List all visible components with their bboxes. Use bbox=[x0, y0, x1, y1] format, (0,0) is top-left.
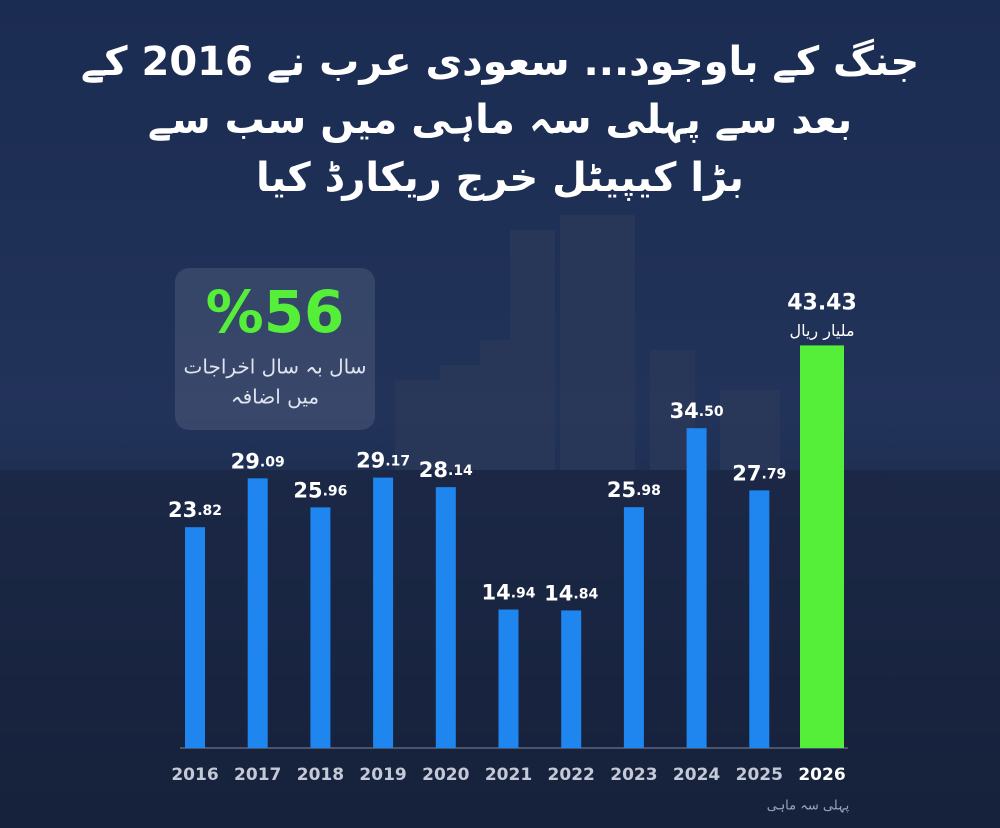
value-label-int: 28 bbox=[419, 458, 448, 482]
value-label-dec: .98 bbox=[636, 483, 661, 499]
x-tick-label: 2021 bbox=[485, 765, 532, 785]
bar bbox=[561, 610, 582, 748]
x-tick-label: 2024 bbox=[673, 765, 720, 785]
value-label: 25.96 bbox=[293, 478, 347, 502]
x-tick-label: 2020 bbox=[422, 765, 469, 785]
chart-title: جنگ کے باوجود... سعودی عرب نے 2016 کے bbox=[81, 38, 919, 85]
value-label-int: 14 bbox=[481, 581, 510, 605]
value-label: 27.79 bbox=[732, 461, 786, 485]
value-label: 14.94 bbox=[481, 581, 535, 605]
value-label: 34.50 bbox=[670, 399, 724, 423]
bar bbox=[185, 527, 205, 748]
value-label-int: 14 bbox=[544, 581, 573, 605]
value-label-dec: .79 bbox=[762, 466, 787, 482]
value-label-dec: .96 bbox=[323, 483, 348, 499]
x-tick-label: 2017 bbox=[234, 765, 281, 785]
bar bbox=[310, 507, 331, 748]
value-label: 43.43 bbox=[787, 290, 857, 315]
bar bbox=[498, 609, 519, 748]
annotation-value: %56 bbox=[206, 278, 345, 346]
value-label-dec: .50 bbox=[699, 404, 724, 420]
value-label-int: 25 bbox=[607, 478, 636, 502]
bar bbox=[247, 478, 268, 748]
value-label: 25.98 bbox=[607, 478, 661, 502]
chart-title: بڑا کیپیٹل خرج ریکارڈ کیا bbox=[256, 155, 744, 201]
value-label: 29.09 bbox=[231, 449, 285, 473]
x-tick-label: 2026 bbox=[798, 765, 845, 785]
value-label: 28.14 bbox=[419, 458, 473, 482]
bar bbox=[749, 490, 770, 748]
value-label-dec: .17 bbox=[385, 454, 410, 470]
bar bbox=[435, 487, 456, 748]
x-tick-label: 2022 bbox=[548, 765, 595, 785]
value-label-int: 23 bbox=[168, 498, 197, 522]
x-tick-label: 2023 bbox=[610, 765, 657, 785]
value-label: 29.17 bbox=[356, 449, 410, 473]
value-label-int: 29 bbox=[356, 449, 385, 473]
value-label-dec: .09 bbox=[260, 454, 285, 470]
value-label-dec: .82 bbox=[197, 503, 222, 519]
value-label: 14.84 bbox=[544, 581, 598, 605]
x-tick-label: 2025 bbox=[736, 765, 783, 785]
bar bbox=[623, 507, 644, 748]
value-label-int: 34 bbox=[670, 399, 699, 423]
chart-title: بعد سے پہلی سہ ماہی میں سب سے bbox=[148, 97, 852, 144]
value-label-int: 27 bbox=[732, 461, 761, 485]
x-tick-label: 2019 bbox=[359, 765, 406, 785]
value-label-dec: .94 bbox=[511, 586, 536, 602]
unit-label: ملیار ریال bbox=[789, 321, 854, 341]
x-tick-label: 2016 bbox=[171, 765, 218, 785]
annotation-text: میں اضافہ bbox=[231, 385, 319, 409]
value-label-dec: .84 bbox=[573, 586, 598, 602]
value-label-dec: .14 bbox=[448, 463, 473, 479]
annotation-text: سال بہ سال اخراجات bbox=[184, 355, 367, 379]
bar bbox=[686, 428, 707, 748]
x-tick-label: 2018 bbox=[297, 765, 344, 785]
value-label: 23.82 bbox=[168, 498, 222, 522]
value-label-int: 25 bbox=[293, 478, 322, 502]
bar bbox=[800, 345, 844, 748]
value-label-int: 29 bbox=[231, 449, 260, 473]
annotation-box bbox=[175, 268, 375, 430]
bar bbox=[373, 477, 394, 748]
footnote: پہلی سہ ماہی bbox=[767, 799, 850, 814]
